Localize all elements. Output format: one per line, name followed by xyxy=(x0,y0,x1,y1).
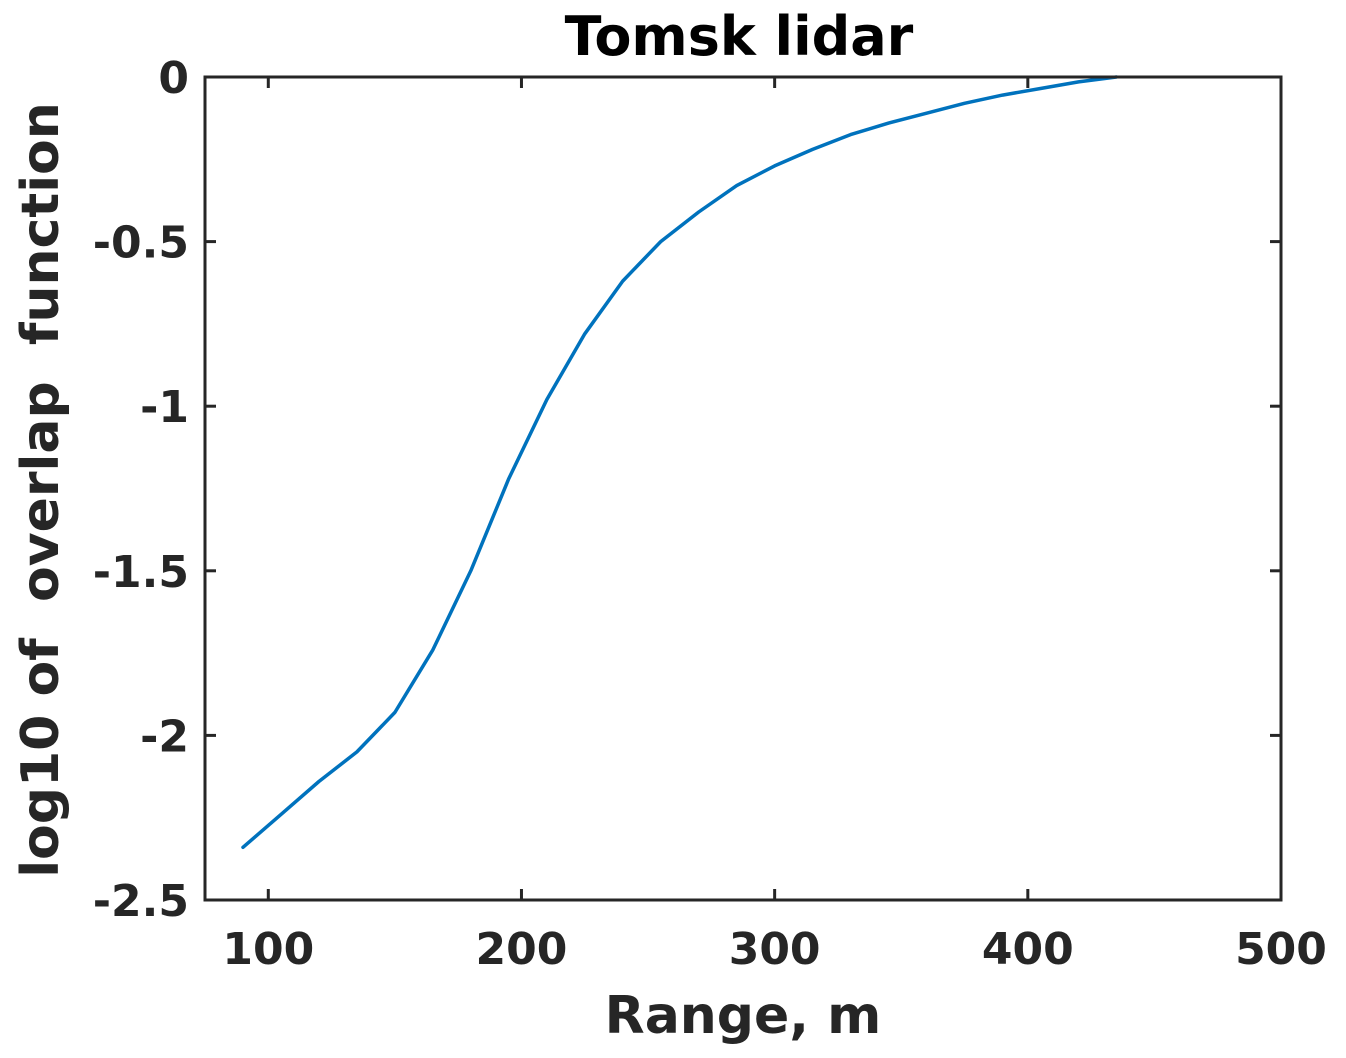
y-tick-label: -1.5 xyxy=(93,547,189,598)
series-layer xyxy=(241,75,1119,850)
plot-area xyxy=(205,77,1281,900)
plot-frame xyxy=(203,75,1283,902)
y-axis-label: log10 of overlap function xyxy=(11,102,71,878)
x-tick-label: 200 xyxy=(476,924,568,975)
y-tick-label: -0.5 xyxy=(93,218,189,269)
x-axis-label: Range, m xyxy=(605,986,882,1046)
x-tick-label: 100 xyxy=(222,924,314,975)
y-tick-label: 0 xyxy=(158,53,189,104)
y-tick-label: -2 xyxy=(140,711,189,762)
y-tick-label: -2.5 xyxy=(93,876,189,927)
x-tick-label: 400 xyxy=(982,924,1074,975)
chart-title: Tomsk lidar xyxy=(565,5,914,68)
y-tick-label: -1 xyxy=(140,382,189,433)
series-line xyxy=(241,75,1119,850)
x-tick-label: 500 xyxy=(1235,924,1327,975)
x-tick-label: 300 xyxy=(729,924,821,975)
